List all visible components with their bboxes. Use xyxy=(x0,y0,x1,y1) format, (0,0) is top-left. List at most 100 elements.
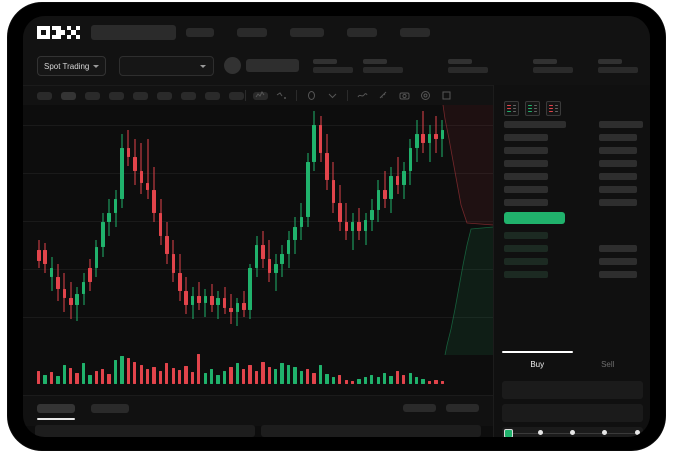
timeframe-button-5[interactable] xyxy=(157,92,172,100)
orderbook-bid-price[interactable] xyxy=(504,232,548,239)
volume-bar xyxy=(145,369,150,384)
ruler-icon[interactable] xyxy=(377,89,390,102)
orderbook-ask-price[interactable] xyxy=(504,160,548,167)
tab-order-history[interactable] xyxy=(91,404,129,413)
candle xyxy=(88,111,92,326)
candle-body xyxy=(408,148,413,172)
compare-icon[interactable] xyxy=(305,89,318,102)
candle xyxy=(344,111,349,326)
orderbook-view-bids-icon[interactable] xyxy=(525,101,540,116)
amount-percent-slider[interactable] xyxy=(504,428,641,437)
candle-wick xyxy=(198,282,200,310)
orderbook-rows[interactable] xyxy=(494,121,650,346)
logo-glyph-k xyxy=(52,26,65,39)
orderbook-ask-price[interactable] xyxy=(504,121,566,128)
buy-sell-tabs: Buy Sell xyxy=(502,351,643,375)
timeframe-button-2[interactable] xyxy=(85,92,100,100)
orders-placeholder-cards xyxy=(23,425,493,437)
candle xyxy=(421,111,425,326)
top-header xyxy=(23,16,650,48)
candle-body xyxy=(145,182,150,190)
volume-bar xyxy=(113,359,118,384)
candle xyxy=(299,111,304,326)
trading-pair-select[interactable] xyxy=(119,56,214,76)
candle-body xyxy=(293,226,297,241)
candle xyxy=(267,111,272,326)
candle-wick xyxy=(217,291,219,320)
orderbook-bid-price[interactable] xyxy=(504,258,548,265)
candle xyxy=(408,111,413,326)
candle-body xyxy=(203,295,208,303)
snapshot-icon[interactable] xyxy=(398,89,411,102)
gridline xyxy=(23,317,493,318)
nav-markets[interactable] xyxy=(237,28,267,37)
candle-body xyxy=(402,171,406,185)
timeframe-button-1[interactable] xyxy=(61,92,76,100)
candle-body xyxy=(49,268,54,278)
trading-mode-select[interactable]: Spot Trading xyxy=(37,56,107,76)
tab-open-orders[interactable] xyxy=(37,404,75,420)
slider-stop-75[interactable] xyxy=(602,430,608,435)
candle-wick xyxy=(127,129,129,167)
volume-bar xyxy=(267,367,271,384)
orders-action-1[interactable] xyxy=(446,404,479,412)
slider-handle[interactable] xyxy=(504,428,513,437)
stat-24h-low xyxy=(533,59,573,73)
timeframe-button-8[interactable] xyxy=(229,92,244,100)
stat-value xyxy=(598,67,638,73)
orderbook-bid-price[interactable] xyxy=(504,271,548,278)
volume-bar xyxy=(197,354,201,384)
indicators-icon[interactable] xyxy=(275,89,288,102)
orderbook-ask-price[interactable] xyxy=(504,147,548,154)
timeframe-button-4[interactable] xyxy=(133,92,148,100)
orderbook-ask-price[interactable] xyxy=(504,173,548,180)
candle-body xyxy=(152,189,156,213)
orderbook-ask-price[interactable] xyxy=(504,186,548,193)
candle-body xyxy=(139,171,144,183)
candle-body xyxy=(395,175,400,185)
slider-stop-50[interactable] xyxy=(570,430,575,435)
timeframe-button-7[interactable] xyxy=(205,92,220,100)
fullscreen-icon[interactable] xyxy=(440,89,453,102)
orderbook-ask-price[interactable] xyxy=(504,199,548,206)
candlestick-icon[interactable] xyxy=(254,89,267,102)
candle xyxy=(370,111,374,326)
orderbook-view-asks-icon[interactable] xyxy=(546,101,561,116)
candle-body xyxy=(280,254,285,264)
nav-trade[interactable] xyxy=(290,28,324,37)
orderbook-ask-price[interactable] xyxy=(504,134,548,141)
price-field[interactable] xyxy=(502,381,643,399)
nav-more[interactable] xyxy=(400,28,430,37)
candle-body xyxy=(75,293,80,306)
drawing-icon[interactable] xyxy=(356,89,369,102)
tab-sell[interactable]: Sell xyxy=(601,359,615,369)
candle-body xyxy=(177,272,182,292)
orderbook-view-both-icon[interactable] xyxy=(504,101,519,116)
slider-stop-25[interactable] xyxy=(537,430,543,435)
timeframe-button-6[interactable] xyxy=(181,92,196,100)
nav-buy-crypto[interactable] xyxy=(186,28,214,37)
tab-buy[interactable]: Buy xyxy=(502,351,573,375)
amount-field[interactable] xyxy=(502,404,643,422)
volume-bar xyxy=(69,368,73,384)
orderbook-last-price[interactable] xyxy=(504,212,565,224)
search-input[interactable] xyxy=(91,25,176,40)
alert-icon[interactable] xyxy=(419,89,432,102)
volume-bar xyxy=(190,371,195,384)
timeframe-button-3[interactable] xyxy=(109,92,124,100)
candle-body xyxy=(81,282,86,294)
orderbook-ask-size xyxy=(599,186,637,193)
chart-settings-icon[interactable] xyxy=(326,89,339,102)
okx-logo[interactable] xyxy=(37,26,81,39)
orders-action-0[interactable] xyxy=(403,404,436,412)
nav-earn[interactable] xyxy=(347,28,377,37)
candle xyxy=(254,111,259,326)
volume-bar xyxy=(293,367,297,384)
orderbook-bid-price[interactable] xyxy=(504,245,548,252)
price-chart[interactable] xyxy=(23,105,493,395)
candle xyxy=(434,111,438,326)
candle xyxy=(306,111,310,326)
slider-stop-100[interactable] xyxy=(634,430,640,435)
candle-body xyxy=(235,302,240,313)
timeframe-button-0[interactable] xyxy=(37,92,52,100)
